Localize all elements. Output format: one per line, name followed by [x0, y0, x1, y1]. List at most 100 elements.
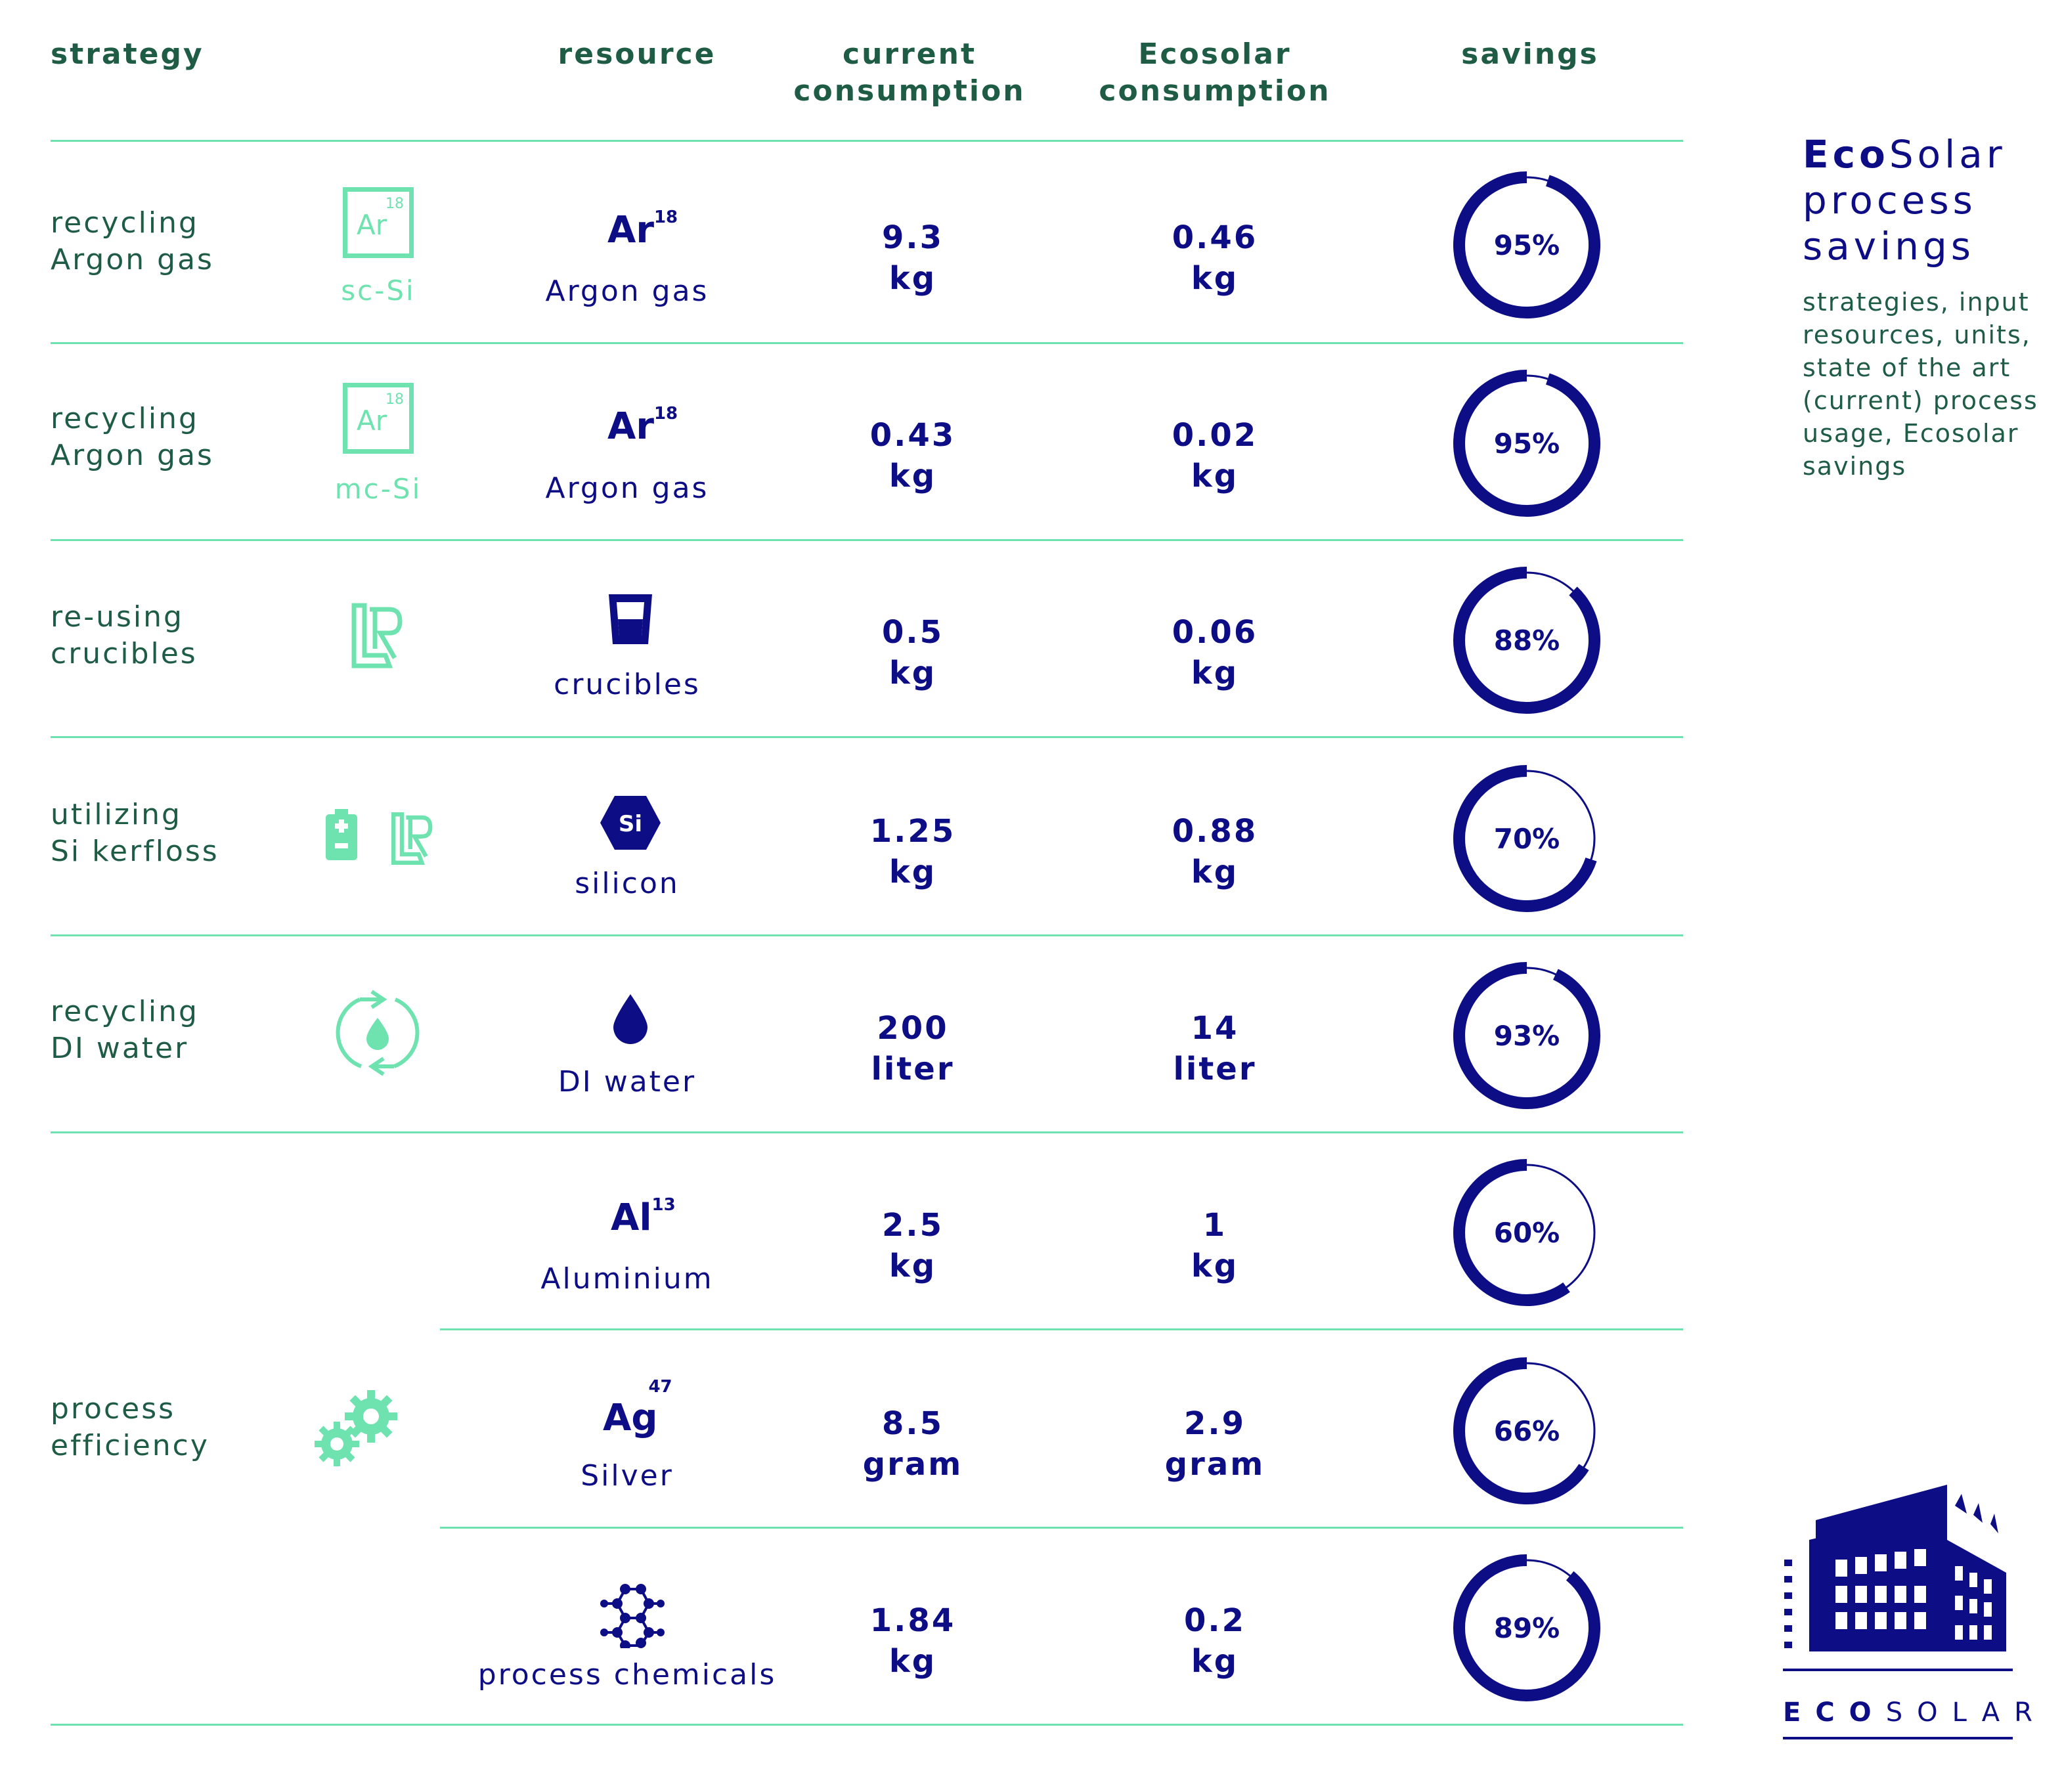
header-savings: savings — [1461, 37, 1599, 71]
current-value: 200 — [877, 1010, 949, 1047]
ecosolar-consumption: 2.9 gram — [1084, 1403, 1346, 1485]
donut-savings-arc — [1453, 1554, 1600, 1701]
donut-savings-arc — [1453, 962, 1600, 1109]
savings-donut: 95% — [1453, 171, 1600, 318]
savings-donut: 89% — [1453, 1554, 1600, 1701]
donut-savings-arc — [1453, 765, 1597, 912]
current-unit: kg — [888, 1248, 937, 1284]
resource-name: DI water — [558, 1065, 697, 1099]
resource-element-symbol: Al13 — [611, 1195, 676, 1239]
resource-name: Argon gas — [545, 274, 709, 308]
ecosolar-unit: kg — [1191, 854, 1239, 890]
side-title: EcoSolar process savings — [1803, 131, 2006, 269]
row-divider — [440, 1328, 1683, 1330]
element-number: 47 — [648, 1377, 672, 1397]
ecosolar-value: 1 — [1202, 1207, 1227, 1244]
resource-name: Silver — [581, 1459, 674, 1493]
ecosolar-unit: kg — [1191, 260, 1239, 297]
strategy-label: re-using crucibles — [51, 600, 198, 670]
element-symbol: Ar — [607, 209, 654, 251]
savings-percent-label: 60% — [1494, 1217, 1560, 1249]
ecosolar-unit: liter — [1173, 1051, 1257, 1087]
savings-donut: 88% — [1453, 567, 1600, 714]
ecosolar-consumption: 0.2 kg — [1084, 1600, 1346, 1682]
element-symbol: Ag — [603, 1397, 658, 1439]
row-divider — [51, 342, 1683, 344]
argon-icon-number: 18 — [385, 391, 404, 408]
savings-percent-label: 88% — [1494, 624, 1560, 657]
strategy-label: recycling Argon gas — [51, 206, 214, 276]
savings-percent-label: 70% — [1494, 823, 1560, 855]
argon-icon-symbol: Ar — [357, 209, 387, 241]
ecosolar-logo — [1783, 1485, 2013, 1671]
ecosolar-value: 0.2 — [1183, 1602, 1246, 1639]
element-number: 13 — [651, 1195, 676, 1215]
header-resource: resource — [558, 37, 716, 71]
row-divider — [440, 1527, 1683, 1529]
ecosolar-consumption: 0.88 kg — [1084, 811, 1346, 892]
argon-element-icon: Ar 18 — [343, 383, 414, 454]
savings-percent-label: 66% — [1494, 1415, 1560, 1447]
current-consumption: 0.43 kg — [781, 415, 1044, 496]
header-current-consumption: current consumption — [793, 37, 1026, 108]
resource-element-symbol: Ar18 — [607, 404, 678, 448]
logo-text-rest: SOLAR — [1885, 1697, 2047, 1728]
ecosolar-value: 14 — [1191, 1010, 1239, 1047]
ecosolar-logo-text: ECOSOLAR — [1783, 1697, 2032, 1728]
battery-icon — [326, 809, 357, 860]
donut-savings-arc — [1453, 370, 1600, 517]
current-unit: kg — [888, 1643, 937, 1680]
strategy-sublabel: mc-Si — [334, 473, 422, 505]
current-unit: kg — [888, 260, 937, 297]
current-unit: kg — [888, 854, 937, 890]
side-subtitle: strategies, input resources, units, stat… — [1803, 288, 2038, 481]
side-title-line2: process — [1803, 178, 1977, 223]
ecosolar-unit: kg — [1191, 1643, 1239, 1680]
ecosolar-consumption: 0.06 kg — [1084, 612, 1346, 693]
silicon-symbol: Si — [619, 811, 642, 837]
header-strategy: strategy — [51, 37, 204, 71]
resource-element-symbol: Ar18 — [607, 208, 678, 251]
ecosolar-value: 0.02 — [1172, 417, 1258, 454]
logo-underline — [1783, 1737, 2013, 1739]
side-title-line3: savings — [1803, 224, 1975, 269]
savings-donut: 66% — [1453, 1357, 1596, 1504]
element-symbol: Ar — [607, 405, 654, 448]
row-divider — [51, 1131, 1683, 1133]
current-consumption: 9.3 kg — [781, 217, 1044, 299]
argon-icon-symbol: Ar — [357, 404, 387, 437]
current-value: 1.25 — [869, 813, 956, 850]
crucible-icon — [609, 594, 652, 644]
row-divider — [51, 539, 1683, 541]
current-unit: liter — [871, 1051, 955, 1087]
current-value: 1.84 — [869, 1602, 956, 1639]
donut-savings-arc — [1453, 1357, 1589, 1504]
side-title-line1: EcoSolar — [1803, 131, 2006, 177]
water-recycle-icon — [336, 990, 420, 1076]
strategy-sublabel: sc-Si — [341, 274, 416, 307]
strategy-label: utilizing Si kerfloss — [51, 798, 219, 868]
logo-text-bold: ECO — [1783, 1697, 1886, 1728]
water-drop-icon — [613, 994, 647, 1044]
savings-percent-label: 95% — [1494, 427, 1560, 460]
savings-donut: 60% — [1453, 1159, 1596, 1306]
ecosolar-unit: kg — [1191, 655, 1239, 691]
ecosolar-consumption: 14 liter — [1084, 1008, 1346, 1089]
reuse-icon — [391, 812, 433, 865]
header-ecosolar-consumption: Ecosolar consumption — [1099, 37, 1331, 108]
current-value: 8.5 — [881, 1405, 944, 1442]
current-value: 0.5 — [881, 614, 944, 651]
ecosolar-consumption: 0.46 kg — [1084, 217, 1346, 299]
molecule-icon — [600, 1584, 665, 1648]
ecosolar-value: 0.88 — [1172, 813, 1258, 850]
savings-percent-label: 93% — [1494, 1020, 1560, 1052]
current-unit: kg — [888, 458, 937, 494]
current-consumption: 2.5 kg — [781, 1205, 1044, 1286]
silicon-hexagon-icon: Si — [600, 796, 661, 850]
current-value: 9.3 — [881, 219, 944, 256]
resource-name: silicon — [575, 867, 680, 900]
ecosolar-unit: kg — [1191, 1248, 1239, 1284]
savings-donut: 93% — [1453, 962, 1600, 1109]
ecosolar-consumption: 0.02 kg — [1084, 415, 1346, 496]
current-value: 2.5 — [881, 1207, 944, 1244]
